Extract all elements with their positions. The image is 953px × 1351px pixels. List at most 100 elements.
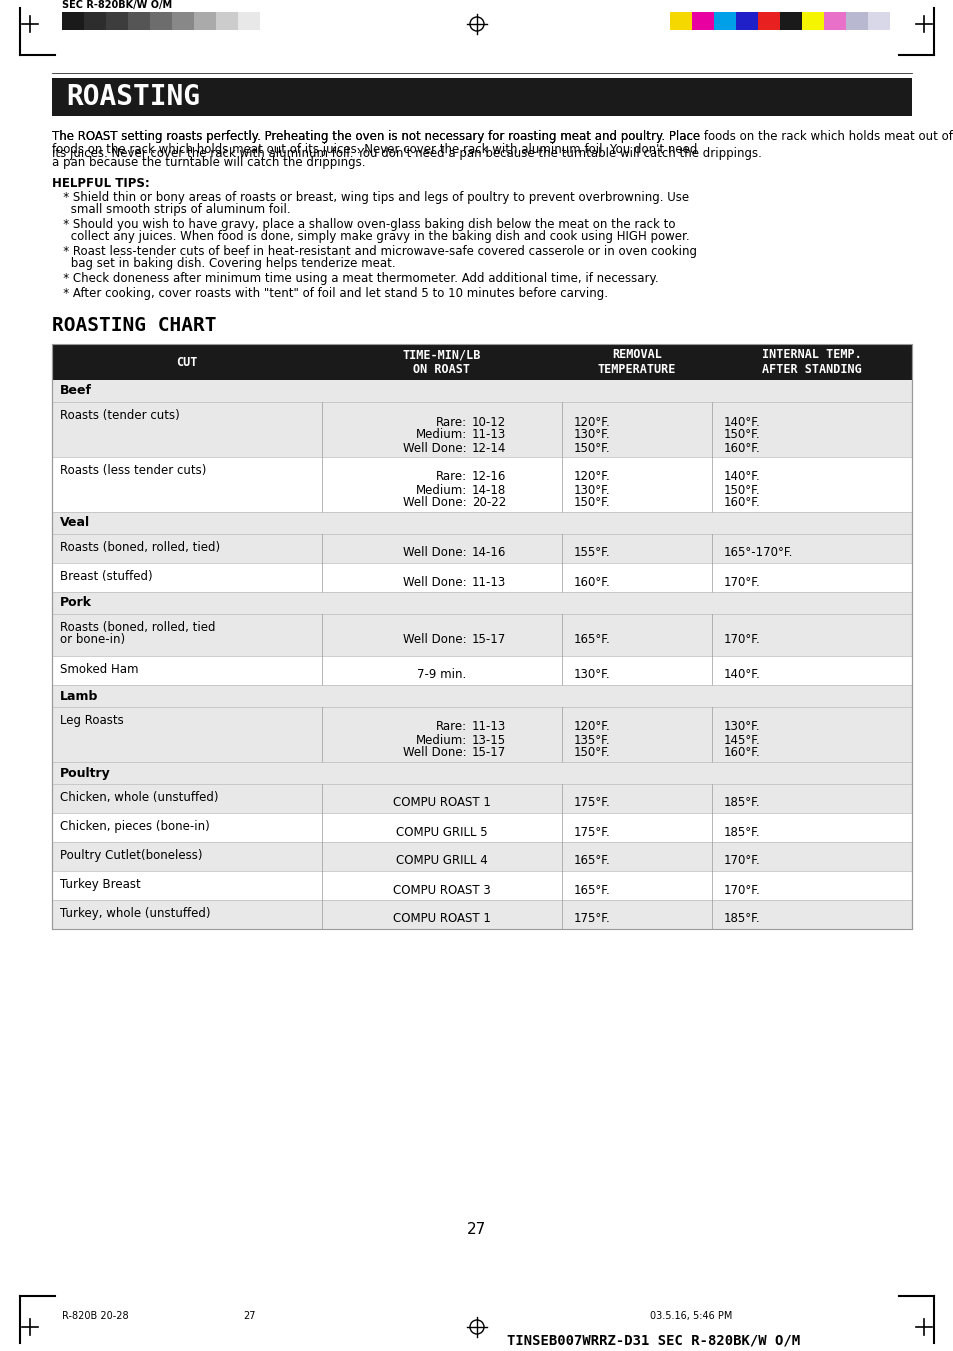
Bar	[801, 12, 823, 30]
Bar	[823, 12, 845, 30]
Text: 135°F.: 135°F.	[574, 734, 610, 747]
Text: Chicken, whole (unstuffed): Chicken, whole (unstuffed)	[60, 790, 218, 804]
Text: 120°F.: 120°F.	[574, 470, 610, 484]
Text: 12-16: 12-16	[472, 470, 506, 484]
Text: 160°F.: 160°F.	[723, 442, 760, 454]
Text: 165°F.: 165°F.	[574, 884, 610, 897]
Text: Poultry: Poultry	[60, 766, 111, 780]
Text: Veal: Veal	[60, 516, 90, 530]
Text: 185°F.: 185°F.	[723, 797, 760, 809]
Text: Lamb: Lamb	[60, 689, 98, 703]
Bar	[52, 613, 911, 657]
Text: 130°F.: 130°F.	[574, 428, 610, 442]
Text: ROASTING: ROASTING	[66, 82, 200, 111]
Text: REMOVAL
TEMPERATURE: REMOVAL TEMPERATURE	[598, 349, 676, 376]
Text: 130°F.: 130°F.	[574, 669, 610, 681]
Text: 150°F.: 150°F.	[723, 484, 760, 497]
Text: COMPU ROAST 3: COMPU ROAST 3	[393, 884, 491, 897]
Bar	[735, 12, 758, 30]
Text: bag set in baking dish. Covering helps tenderize meat.: bag set in baking dish. Covering helps t…	[52, 257, 395, 270]
Text: 120°F.: 120°F.	[574, 720, 610, 734]
Text: HELPFUL TIPS:: HELPFUL TIPS:	[52, 177, 150, 190]
Text: * Shield thin or bony areas of roasts or breast, wing tips and legs of poultry t: * Shield thin or bony areas of roasts or…	[52, 190, 688, 204]
Bar	[128, 12, 150, 30]
Text: The ROAST setting roasts perfectly. Preheating the oven is not necessary for roa: The ROAST setting roasts perfectly. Preh…	[52, 130, 700, 143]
Text: Leg Roasts: Leg Roasts	[60, 713, 124, 727]
Bar	[52, 900, 911, 929]
Text: Rare:: Rare:	[436, 470, 467, 484]
Text: Roasts (less tender cuts): Roasts (less tender cuts)	[60, 463, 206, 477]
Bar	[52, 685, 911, 707]
Text: 140°F.: 140°F.	[723, 416, 760, 428]
Text: ROASTING CHART: ROASTING CHART	[52, 316, 216, 335]
Bar	[193, 12, 215, 30]
Text: COMPU GRILL 4: COMPU GRILL 4	[395, 854, 487, 867]
Text: 27: 27	[244, 1310, 256, 1321]
Text: 170°F.: 170°F.	[723, 884, 760, 897]
Text: Medium:: Medium:	[416, 428, 467, 442]
Bar	[691, 12, 713, 30]
Text: 13-15: 13-15	[472, 734, 506, 747]
Text: TIME-MIN/LB
ON ROAST: TIME-MIN/LB ON ROAST	[402, 349, 480, 376]
Text: a pan because the turntable will catch the drippings.: a pan because the turntable will catch t…	[52, 155, 365, 169]
Text: 120°F.: 120°F.	[574, 416, 610, 428]
Text: Rare:: Rare:	[436, 416, 467, 428]
Text: 165°F.: 165°F.	[574, 854, 610, 867]
Text: TINSEB007WRRZ-D31 SEC R-820BK/W O/M: TINSEB007WRRZ-D31 SEC R-820BK/W O/M	[506, 1333, 800, 1347]
Text: Chicken, pieces (bone-in): Chicken, pieces (bone-in)	[60, 820, 210, 834]
Bar	[52, 784, 911, 813]
Text: 14-16: 14-16	[472, 547, 506, 559]
Bar	[52, 592, 911, 613]
Text: 175°F.: 175°F.	[574, 797, 610, 809]
Bar	[867, 12, 889, 30]
Bar	[62, 12, 84, 30]
Text: 150°F.: 150°F.	[574, 442, 610, 454]
Bar	[780, 12, 801, 30]
Text: 10-12: 10-12	[472, 416, 506, 428]
Text: 170°F.: 170°F.	[723, 576, 760, 589]
Text: COMPU GRILL 5: COMPU GRILL 5	[395, 825, 487, 839]
Text: Well Done:: Well Done:	[403, 634, 467, 646]
Bar	[52, 534, 911, 563]
Text: 15-17: 15-17	[472, 634, 506, 646]
Bar	[237, 12, 260, 30]
Text: 165°-170°F.: 165°-170°F.	[723, 547, 793, 559]
Text: Well Done:: Well Done:	[403, 747, 467, 759]
Text: collect any juices. When food is done, simply make gravy in the baking dish and : collect any juices. When food is done, s…	[52, 230, 689, 243]
Bar	[84, 12, 106, 30]
Text: or bone-in): or bone-in)	[60, 634, 125, 646]
Bar	[215, 12, 237, 30]
Text: 7-9 min.: 7-9 min.	[416, 669, 466, 681]
Bar	[52, 380, 911, 403]
Bar	[52, 345, 911, 929]
Bar	[52, 457, 911, 512]
Text: SEC R-820BK/W O/M: SEC R-820BK/W O/M	[62, 0, 172, 9]
Text: 185°F.: 185°F.	[723, 912, 760, 925]
Bar	[172, 12, 193, 30]
Text: small smooth strips of aluminum foil.: small smooth strips of aluminum foil.	[52, 203, 291, 216]
Text: 130°F.: 130°F.	[574, 484, 610, 497]
Text: 160°F.: 160°F.	[723, 747, 760, 759]
Bar	[52, 813, 911, 842]
Text: 12-14: 12-14	[472, 442, 506, 454]
Text: Pork: Pork	[60, 597, 91, 609]
Bar	[52, 78, 911, 116]
Text: 150°F.: 150°F.	[723, 428, 760, 442]
Text: * Check doneness after minimum time using a meat thermometer. Add additional tim: * Check doneness after minimum time usin…	[52, 272, 658, 285]
Bar	[52, 871, 911, 900]
Text: Well Done:: Well Done:	[403, 576, 467, 589]
Text: 145°F.: 145°F.	[723, 734, 760, 747]
Text: 165°F.: 165°F.	[574, 634, 610, 646]
Bar	[52, 512, 911, 534]
Text: Roasts (tender cuts): Roasts (tender cuts)	[60, 409, 179, 422]
Text: Roasts (boned, rolled, tied: Roasts (boned, rolled, tied	[60, 621, 215, 634]
Text: 20-22: 20-22	[472, 497, 506, 509]
Bar	[669, 12, 691, 30]
Text: Poultry Cutlet(boneless): Poultry Cutlet(boneless)	[60, 848, 202, 862]
Text: COMPU ROAST 1: COMPU ROAST 1	[393, 797, 491, 809]
Text: INTERNAL TEMP.
AFTER STANDING: INTERNAL TEMP. AFTER STANDING	[761, 349, 861, 376]
Text: 140°F.: 140°F.	[723, 470, 760, 484]
Bar	[150, 12, 172, 30]
Bar	[260, 12, 282, 30]
Text: 160°F.: 160°F.	[723, 497, 760, 509]
